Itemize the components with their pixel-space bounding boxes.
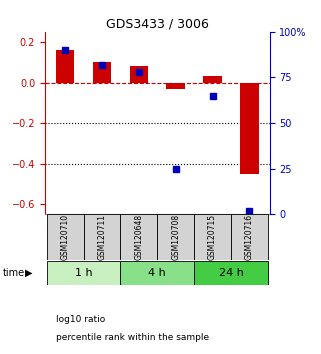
Text: log10 ratio: log10 ratio [56, 315, 105, 324]
Text: GSM120648: GSM120648 [134, 214, 143, 260]
Text: GSM120715: GSM120715 [208, 214, 217, 260]
Bar [231, 214, 268, 260]
Text: 4 h: 4 h [148, 268, 166, 278]
Bar [157, 214, 194, 260]
Text: 24 h: 24 h [219, 268, 243, 278]
Text: time: time [3, 268, 25, 278]
Text: percentile rank within the sample: percentile rank within the sample [56, 333, 209, 342]
Bar [47, 261, 120, 285]
Text: GSM120711: GSM120711 [98, 214, 107, 260]
Bar [203, 76, 222, 82]
Bar [120, 214, 157, 260]
Bar [47, 214, 83, 260]
Text: GSM120716: GSM120716 [245, 214, 254, 260]
Bar [120, 261, 194, 285]
Bar [194, 214, 231, 260]
Bar [167, 82, 185, 88]
Bar [194, 261, 268, 285]
Text: 1 h: 1 h [75, 268, 92, 278]
Text: GSM120708: GSM120708 [171, 214, 180, 260]
Title: GDS3433 / 3006: GDS3433 / 3006 [106, 18, 209, 31]
Bar [56, 50, 74, 82]
Bar [93, 62, 111, 82]
Text: ▶: ▶ [25, 268, 32, 278]
Bar [83, 214, 120, 260]
Text: GSM120710: GSM120710 [61, 214, 70, 260]
Bar [130, 66, 148, 82]
Bar [240, 82, 259, 174]
